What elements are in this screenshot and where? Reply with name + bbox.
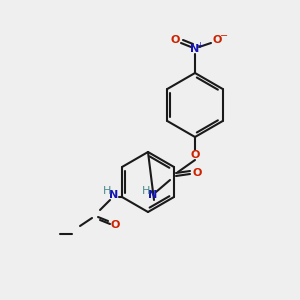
Text: N: N <box>110 190 118 200</box>
Text: −: − <box>220 31 228 41</box>
Text: N: N <box>190 44 200 54</box>
Text: O: O <box>190 150 200 160</box>
Text: H: H <box>103 186 111 196</box>
Text: +: + <box>196 40 203 50</box>
Text: O: O <box>212 35 222 45</box>
Text: O: O <box>170 35 180 45</box>
Text: O: O <box>192 168 202 178</box>
Text: N: N <box>148 190 158 200</box>
Text: O: O <box>110 220 120 230</box>
Text: H: H <box>142 186 150 196</box>
